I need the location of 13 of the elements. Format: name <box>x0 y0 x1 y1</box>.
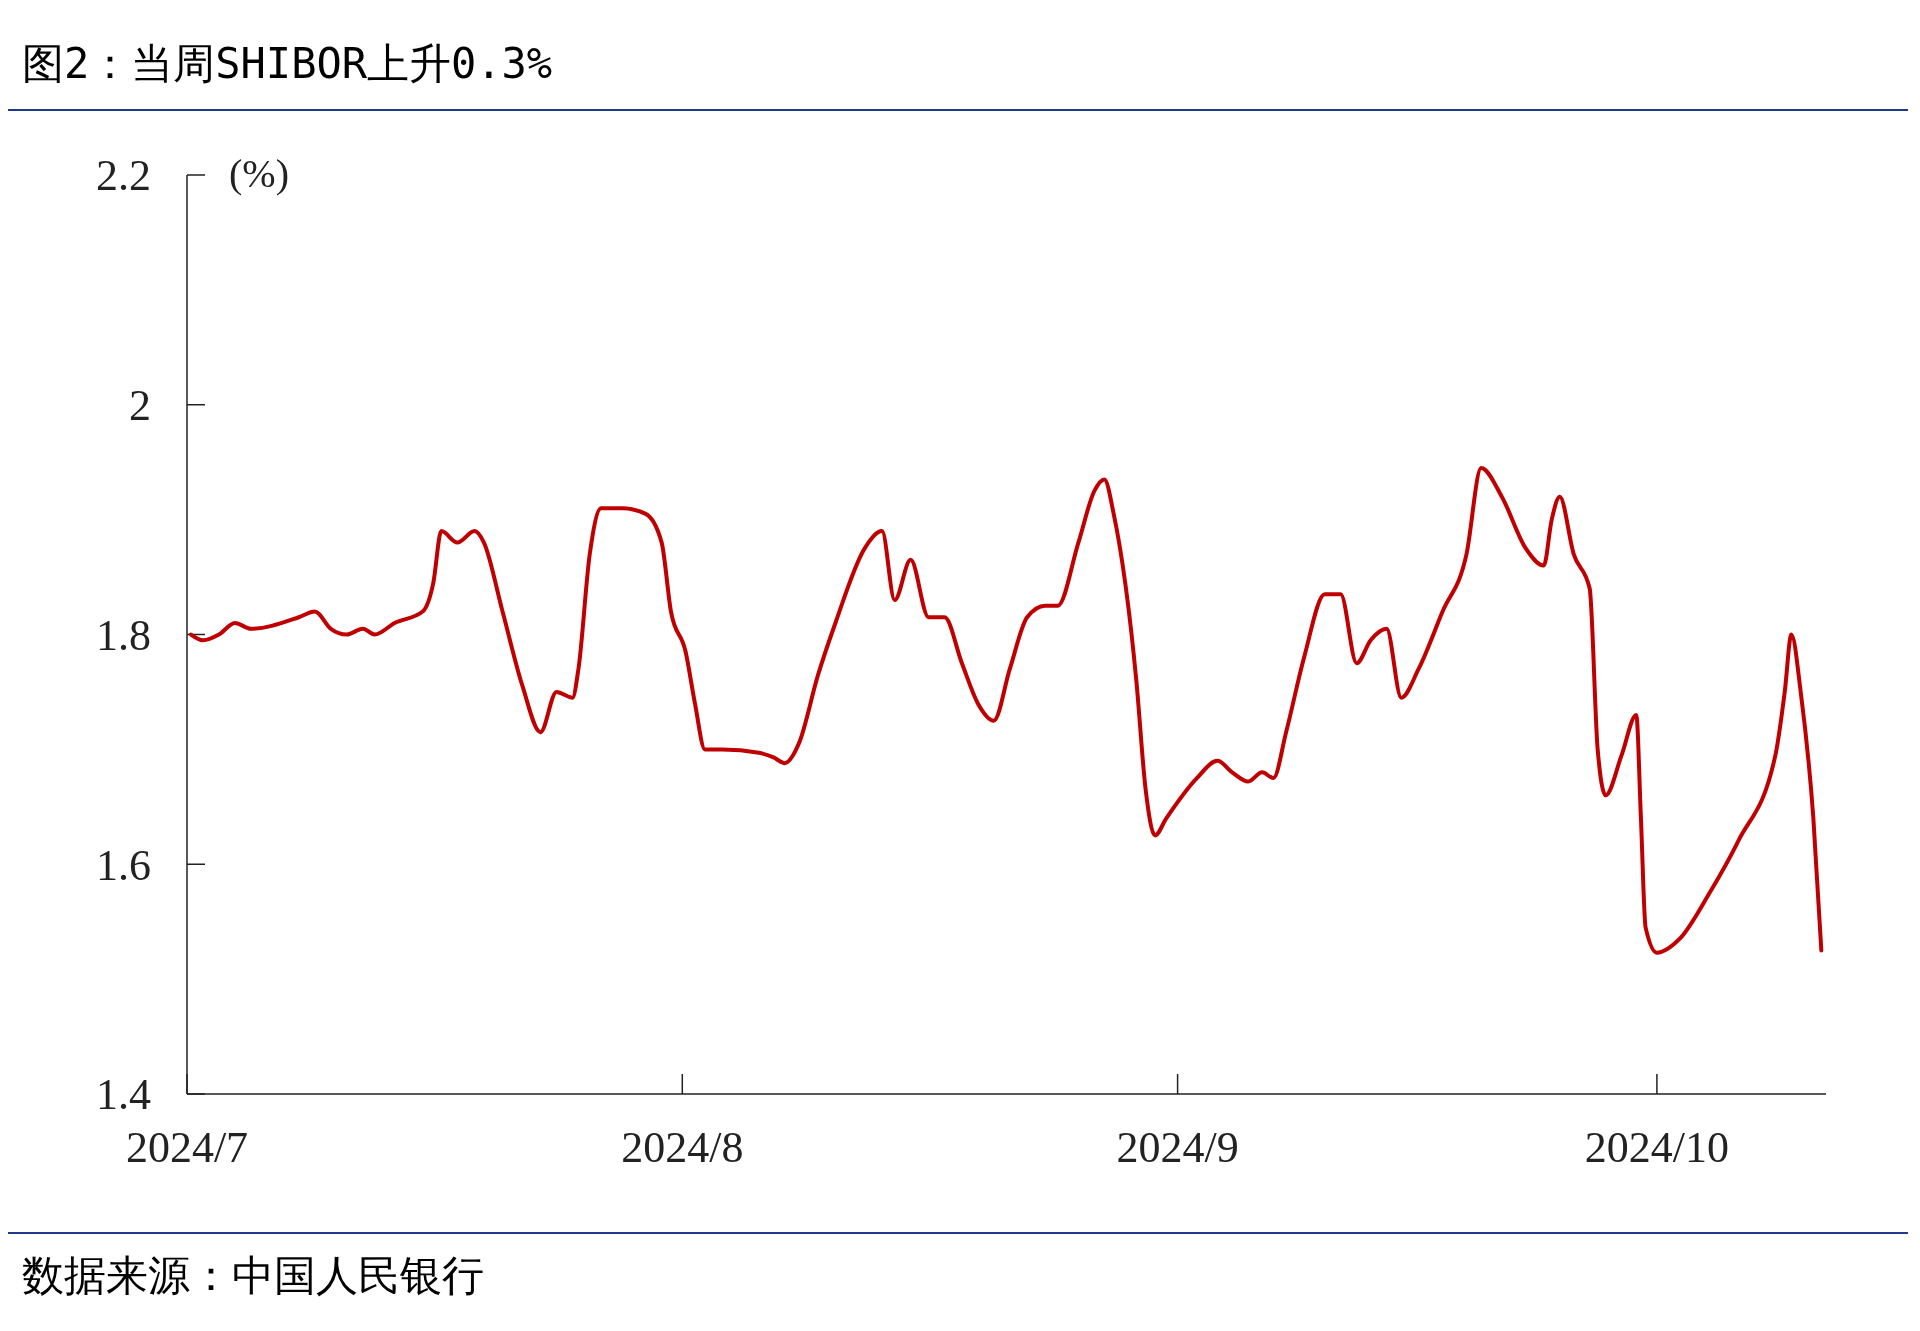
x-tick-label: 2024/8 <box>621 1123 744 1172</box>
x-tick-label: 2024/7 <box>125 1123 249 1172</box>
x-tick-label: 2024/9 <box>1116 1123 1239 1172</box>
chart-title: 图2：当周SHIBOR上升0.3% <box>22 39 553 88</box>
y-tick-label: 1.6 <box>96 840 151 890</box>
x-tick-label: 2024/10 <box>1584 1123 1730 1172</box>
y-tick-label: 1.4 <box>96 1070 151 1120</box>
y-tick-label: 2 <box>129 381 151 431</box>
y-axis-title: (%) <box>229 151 289 196</box>
line-series <box>188 465 1824 955</box>
source-note: 数据来源：中国人民银行 <box>22 1251 484 1300</box>
y-tick-label: 2.2 <box>96 151 151 201</box>
y-tick-label: 1.8 <box>96 610 151 660</box>
